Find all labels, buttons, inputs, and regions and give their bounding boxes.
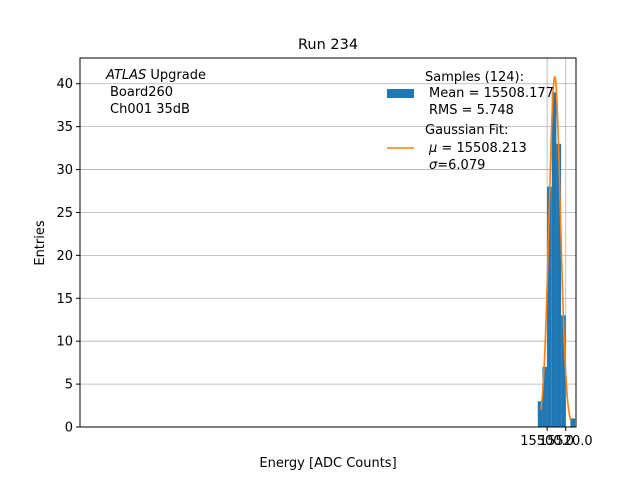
histogram-bar-1 [542, 366, 548, 427]
y-axis-label: Entries [33, 220, 48, 266]
x-axis-label: Energy [ADC Counts] [259, 456, 396, 471]
annotation-atlas: ATLAS [105, 68, 146, 83]
legend-samples-swatch [387, 89, 414, 98]
legend-fit-mu: μ = 15508.213 [428, 141, 527, 156]
legend-samples-title: Samples (124): [425, 70, 524, 85]
histogram-bar-5 [561, 315, 566, 427]
y-tick-label-1: 5 [65, 378, 73, 393]
legend-samples-mean: Mean = 15508.177 [429, 86, 554, 101]
legend-mu-symbol: μ [428, 141, 437, 156]
legend-sigma-value: =6.079 [437, 158, 485, 173]
annotation-upgrade: Upgrade [146, 68, 206, 83]
annotation-channel: Ch001 35dB [110, 102, 190, 117]
y-axis-ticks: 0 5 10 15 20 25 30 35 40 [56, 77, 80, 436]
histogram-bars [537, 92, 576, 427]
y-tick-label-4: 20 [56, 249, 73, 264]
annotation-line-1: ATLAS Upgrade [105, 68, 206, 83]
y-tick-label-8: 40 [56, 77, 73, 92]
legend-sigma-symbol: σ [429, 158, 438, 173]
y-tick-label-0: 0 [65, 421, 73, 436]
plot-frame [79, 57, 577, 428]
gaussian-fit-curve [540, 76, 572, 422]
legend-fit-sigma: σ=6.079 [429, 158, 485, 173]
y-tick-label-7: 35 [56, 120, 73, 135]
histogram-bar-2 [547, 186, 552, 427]
y-tick-label-3: 15 [56, 292, 73, 307]
histogram-bar-0 [537, 401, 543, 427]
atlas-annotation: ATLAS Upgrade Board260 Ch001 35dB [105, 68, 206, 117]
histogram-bar-7 [570, 418, 576, 427]
legend: Samples (124): Mean = 15508.177 RMS = 5.… [387, 70, 554, 173]
annotation-board: Board260 [110, 85, 173, 100]
y-tick-label-5: 25 [56, 206, 73, 221]
y-tick-label-2: 10 [56, 335, 73, 350]
y-tick-label-6: 30 [56, 163, 73, 178]
x-tick-label-1: 15520.0 [539, 434, 593, 449]
histogram-bar-3 [551, 92, 557, 427]
legend-fit-title: Gaussian Fit: [425, 123, 508, 138]
legend-samples-rms: RMS = 5.748 [429, 103, 514, 118]
legend-mu-value: = 15508.213 [437, 141, 526, 156]
x-tick-label-0: 15500.0 [520, 434, 574, 449]
chart-title: Run 234 [298, 37, 358, 53]
histogram-bar-4 [556, 143, 562, 427]
